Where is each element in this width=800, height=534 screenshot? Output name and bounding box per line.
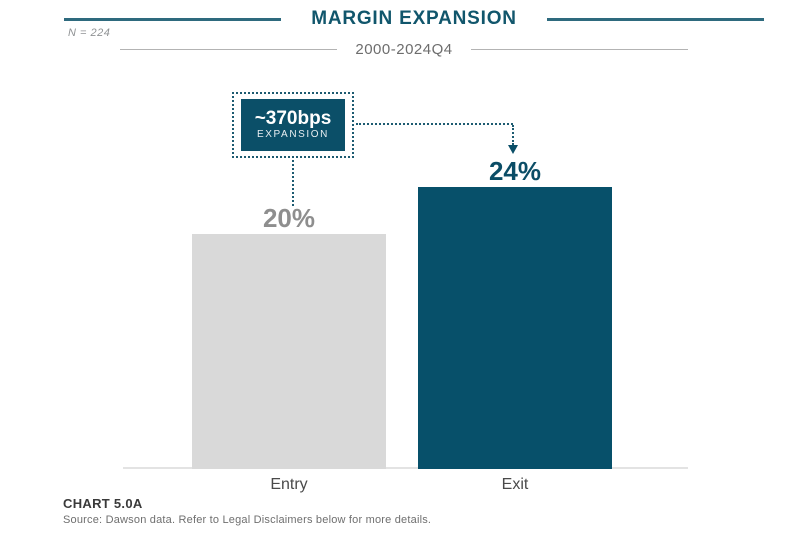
title-rule-right bbox=[546, 17, 765, 21]
chart-number-label: CHART 5.0A bbox=[63, 496, 143, 511]
bar-exit: 24% bbox=[418, 158, 612, 469]
callout-connector-vertical bbox=[512, 125, 514, 145]
subtitle-row: 2000-2024Q4 bbox=[120, 41, 688, 58]
expansion-value: ~370bps bbox=[254, 107, 332, 129]
chart-subtitle: 2000-2024Q4 bbox=[355, 41, 453, 58]
arrow-down-icon bbox=[508, 145, 518, 154]
expansion-label: EXPANSION bbox=[256, 129, 329, 141]
expansion-callout-box: ~370bps EXPANSION bbox=[241, 99, 345, 151]
category-label-entry: Entry bbox=[270, 476, 308, 493]
title-rule-left bbox=[64, 17, 282, 21]
bar-value-exit: 24% bbox=[488, 156, 542, 186]
bar-rect-entry bbox=[192, 234, 386, 469]
bar-rect-exit bbox=[418, 187, 612, 469]
title-row: MARGIN EXPANSION bbox=[64, 8, 765, 30]
bar-value-entry: 20% bbox=[262, 203, 316, 233]
subtitle-rule-left bbox=[120, 49, 338, 50]
subtitle-rule-right bbox=[470, 49, 688, 50]
sample-size-label: N = 224 bbox=[68, 27, 111, 39]
x-axis-line bbox=[123, 467, 688, 469]
source-note: Source: Dawson data. Refer to Legal Disc… bbox=[63, 514, 432, 526]
page-title: MARGIN EXPANSION bbox=[311, 8, 517, 29]
bar-entry: 20% bbox=[192, 205, 386, 469]
expansion-callout: ~370bps EXPANSION bbox=[232, 92, 354, 158]
category-label-exit: Exit bbox=[501, 476, 529, 493]
callout-connector-horizontal bbox=[356, 123, 513, 125]
callout-connector-entry bbox=[292, 160, 294, 206]
